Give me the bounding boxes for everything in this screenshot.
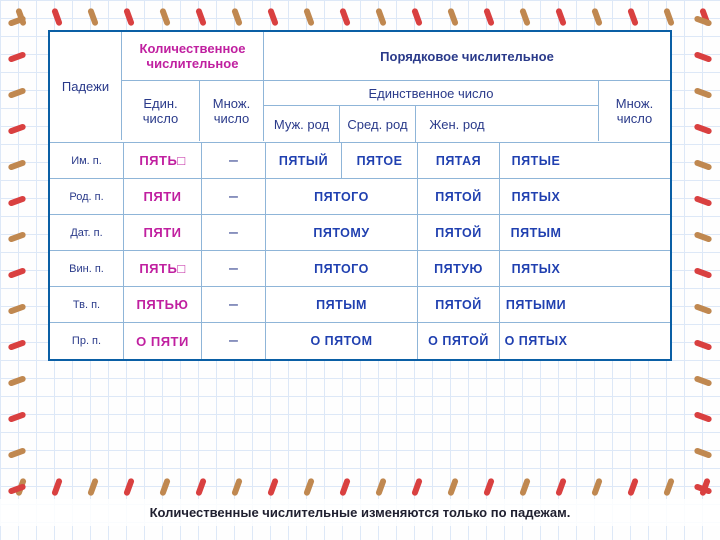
- header-pl1: Множ. число: [202, 96, 261, 126]
- ord-plural: ПЯТЫХ: [500, 179, 572, 214]
- cardinal-pl: –: [202, 179, 266, 214]
- ord-masc-neut: ПЯТОМУ: [266, 215, 418, 250]
- cardinal-pl: –: [202, 251, 266, 286]
- cardinal-sg: ПЯТЬ□: [124, 143, 202, 178]
- case-label: Дат. п.: [50, 215, 124, 250]
- ord-neut: ПЯТОЕ: [342, 143, 418, 178]
- cardinal-sg: О ПЯТИ: [124, 323, 202, 359]
- cardinal-sg: ПЯТЬ□: [124, 251, 202, 286]
- case-label: Вин. п.: [50, 251, 124, 286]
- header-cases: Падежи: [62, 79, 109, 94]
- table-row: Им. п.ПЯТЬ□–ПЯТЫЙПЯТОЕПЯТАЯПЯТЫЕ: [50, 143, 670, 179]
- table-row: Пр. п.О ПЯТИ–О ПЯТОМО ПЯТОЙО ПЯТЫХ: [50, 323, 670, 359]
- ord-fem: ПЯТОЙ: [418, 215, 500, 250]
- ord-fem: ПЯТОЙ: [418, 179, 500, 214]
- header-fem: Жен. род: [429, 117, 484, 132]
- ord-masc-neut: О ПЯТОМ: [266, 323, 418, 359]
- header-cardinal: Количественное числительное: [124, 41, 261, 71]
- ord-plural: ПЯТЫЕ: [500, 143, 572, 178]
- footer-note: Количественные числительные изменяются т…: [0, 499, 720, 526]
- cardinal-sg: ПЯТИ: [124, 179, 202, 214]
- table-row: Вин. п.ПЯТЬ□–ПЯТОГОПЯТУЮПЯТЫХ: [50, 251, 670, 287]
- ord-masc-neut: ПЯТОГО: [266, 251, 418, 286]
- header-masc: Муж. род: [274, 117, 329, 132]
- header-pl2: Множ. число: [601, 96, 668, 126]
- main-content: Падежи Количественное числительное Поряд…: [48, 30, 672, 361]
- header-ordinal: Порядковое числительное: [380, 49, 554, 64]
- cardinal-sg: ПЯТЬЮ: [124, 287, 202, 322]
- ord-masc-neut: ПЯТЫМ: [266, 287, 418, 322]
- cardinal-sg: ПЯТИ: [124, 215, 202, 250]
- header-sg-full: Единственное число: [368, 86, 493, 101]
- ord-plural: ПЯТЫХ: [500, 251, 572, 286]
- declension-table: Падежи Количественное числительное Поряд…: [48, 30, 672, 361]
- ord-plural: ПЯТЫМИ: [500, 287, 572, 322]
- ord-fem: ПЯТОЙ: [418, 287, 500, 322]
- case-label: Тв. п.: [50, 287, 124, 322]
- header-row-1: Падежи Количественное числительное Поряд…: [50, 32, 670, 143]
- ord-masc: ПЯТЫЙ: [266, 143, 342, 178]
- header-sg: Един. число: [124, 96, 197, 126]
- case-label: Род. п.: [50, 179, 124, 214]
- ord-plural: О ПЯТЫХ: [500, 323, 572, 359]
- cardinal-pl: –: [202, 215, 266, 250]
- ord-fem: ПЯТАЯ: [418, 143, 500, 178]
- case-label: Пр. п.: [50, 323, 124, 359]
- ord-masc-neut: ПЯТОГО: [266, 179, 418, 214]
- ord-plural: ПЯТЫМ: [500, 215, 572, 250]
- table-row: Тв. п.ПЯТЬЮ–ПЯТЫМПЯТОЙПЯТЫМИ: [50, 287, 670, 323]
- table-row: Род. п.ПЯТИ–ПЯТОГОПЯТОЙПЯТЫХ: [50, 179, 670, 215]
- ord-fem: ПЯТУЮ: [418, 251, 500, 286]
- ord-fem: О ПЯТОЙ: [418, 323, 500, 359]
- cardinal-pl: –: [202, 323, 266, 359]
- header-neut: Сред. род: [347, 117, 407, 132]
- cardinal-pl: –: [202, 287, 266, 322]
- case-label: Им. п.: [50, 143, 124, 178]
- cardinal-pl: –: [202, 143, 266, 178]
- data-rows: Им. п.ПЯТЬ□–ПЯТЫЙПЯТОЕПЯТАЯПЯТЫЕРод. п.П…: [50, 143, 670, 359]
- table-row: Дат. п.ПЯТИ–ПЯТОМУПЯТОЙПЯТЫМ: [50, 215, 670, 251]
